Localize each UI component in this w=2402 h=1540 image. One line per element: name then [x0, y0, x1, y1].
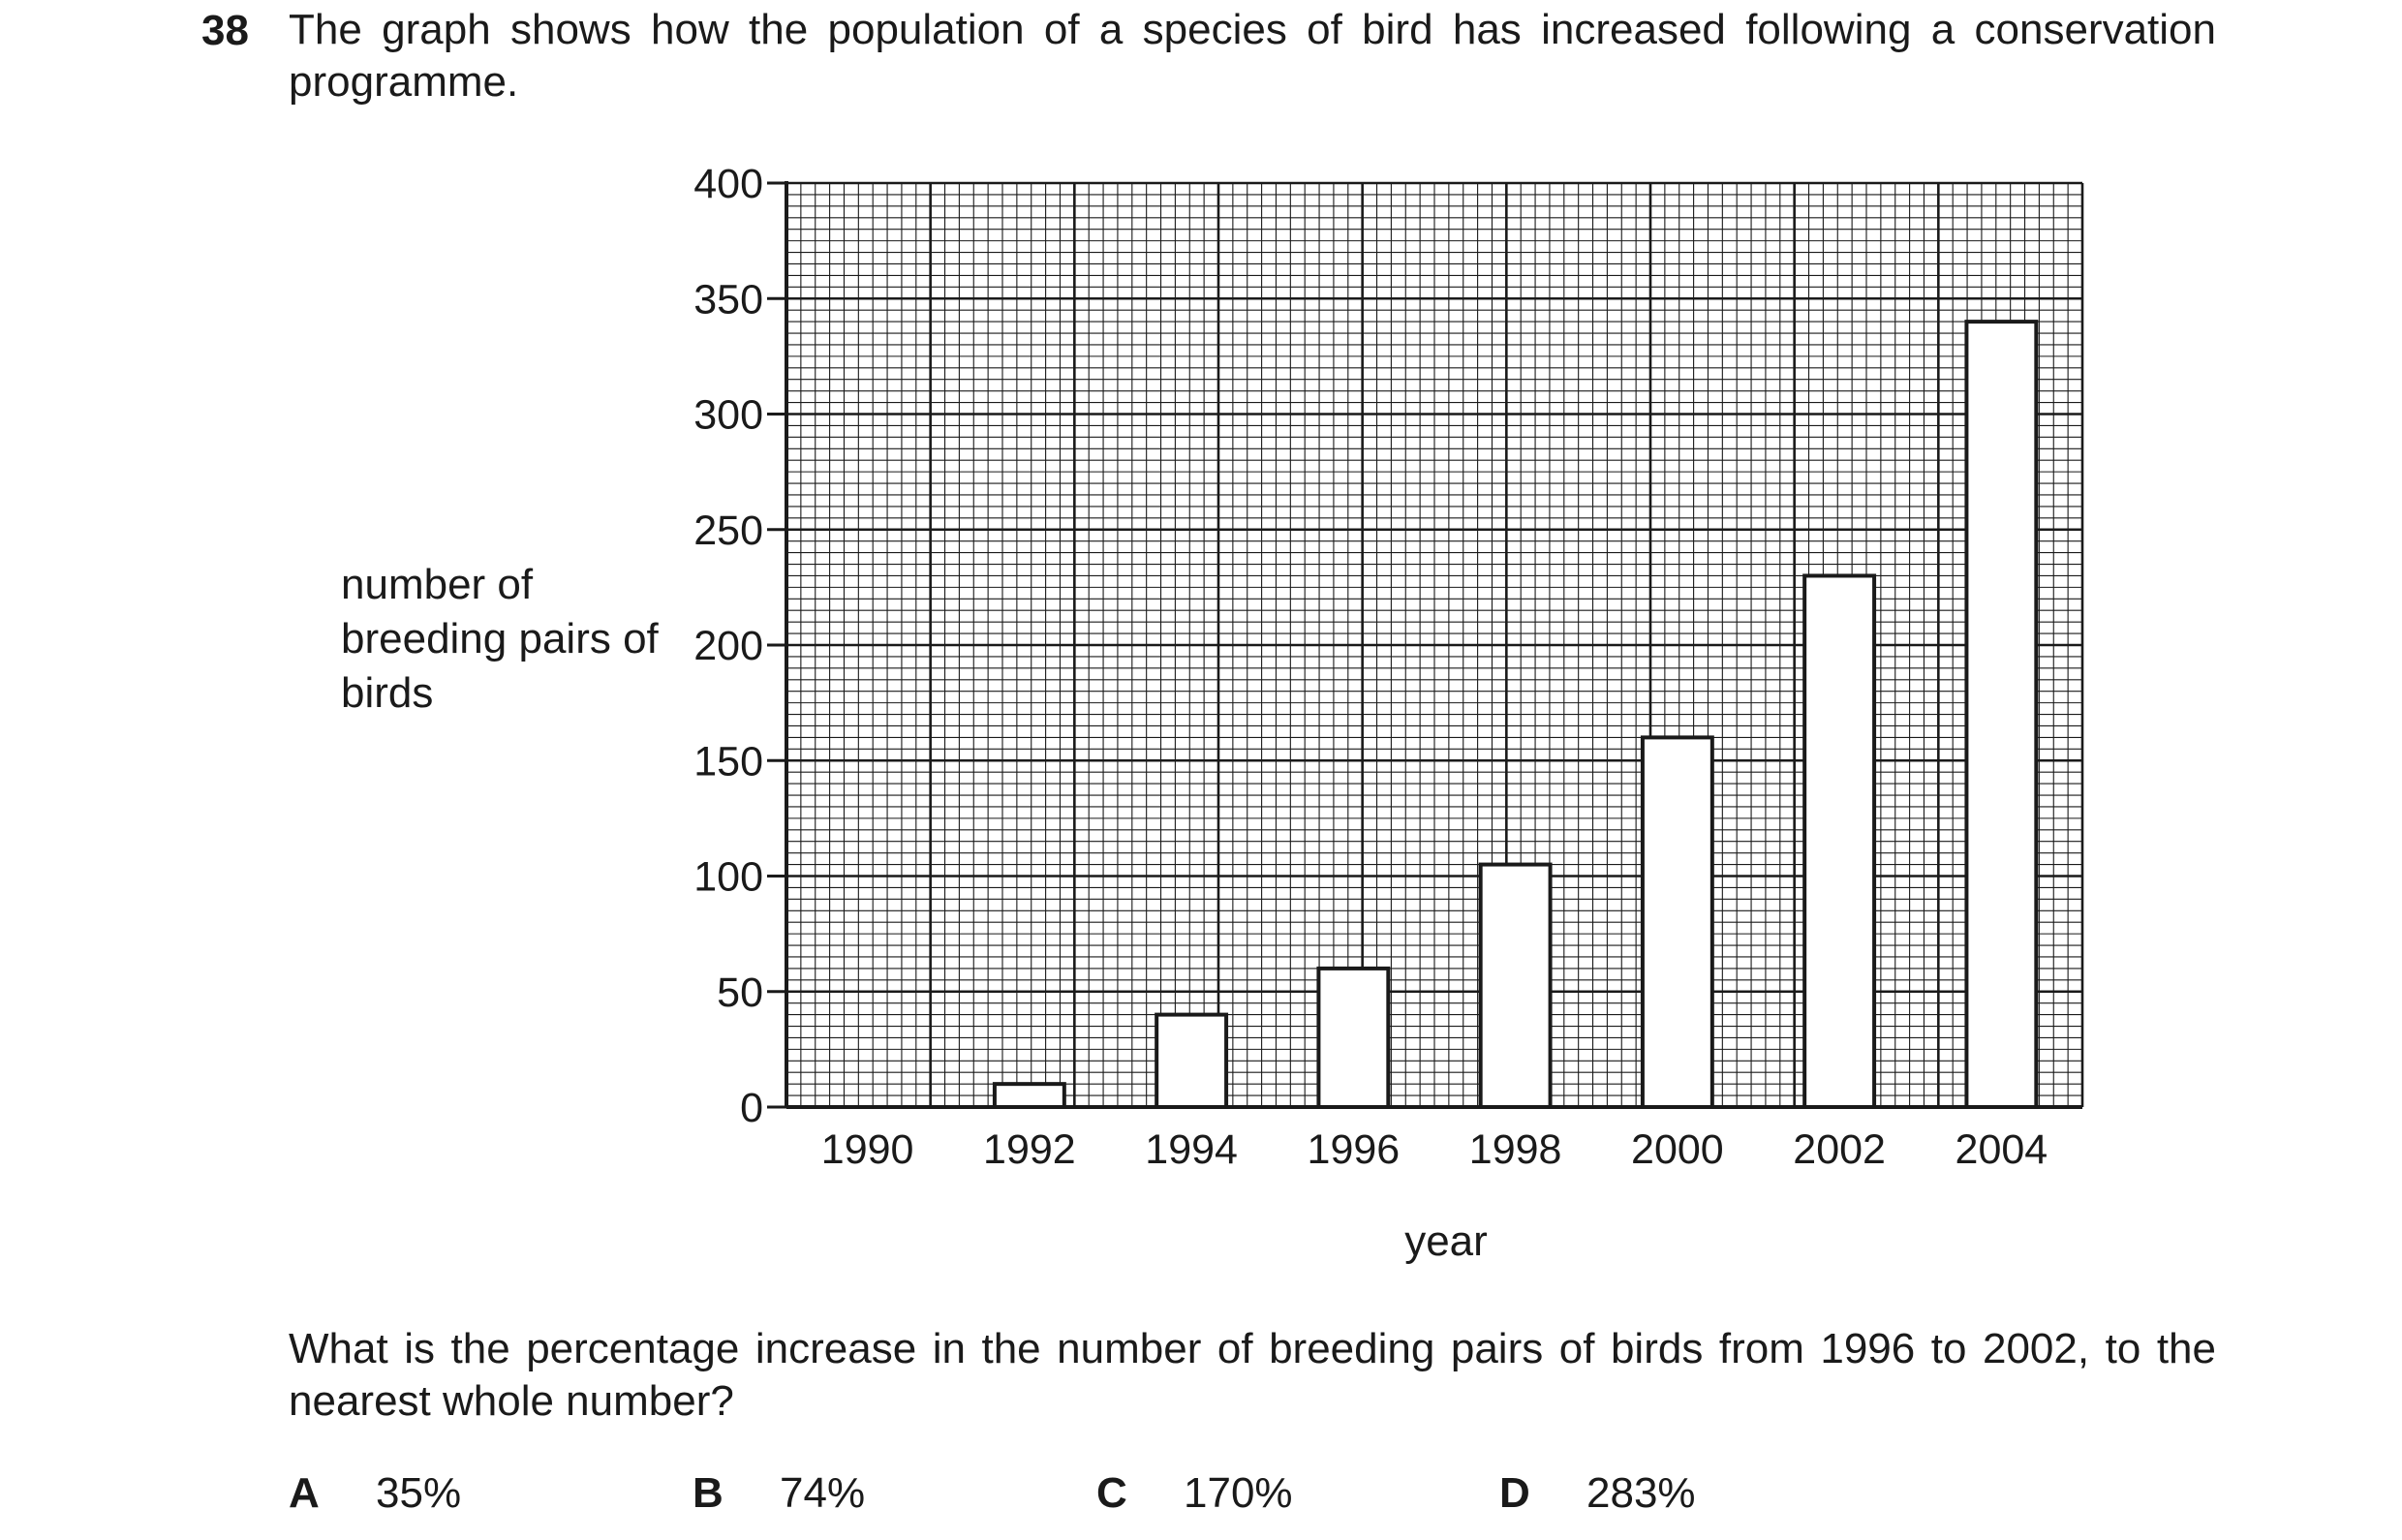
x-tick-label: 2004 [1955, 1126, 2048, 1173]
chart-axes [767, 181, 2082, 1109]
option-letter: D [1499, 1469, 1530, 1517]
y-tick-label: 200 [693, 623, 763, 669]
bar-1998 [1478, 862, 1553, 1110]
y-tick-label: 250 [693, 508, 763, 554]
bar-chart: 1990 1992 1994 1996 1998 2000 2002 2004 0 50 100 15… [693, 161, 2084, 1265]
question-number: 38 [201, 7, 249, 54]
option-a[interactable]: A 35% [289, 1466, 461, 1521]
y-tick-label: 150 [693, 738, 763, 785]
x-tick-label: 1994 [1145, 1126, 1238, 1173]
option-b[interactable]: B 74% [693, 1466, 865, 1521]
option-text: 35% [376, 1469, 462, 1517]
y-axis-label: number of breeding pairs of birds [341, 561, 659, 717]
bar-2000 [1640, 735, 1714, 1110]
y-tick-label: 100 [693, 854, 763, 901]
x-tick-label: 1990 [821, 1126, 914, 1173]
x-tick-label: 1998 [1469, 1126, 1562, 1173]
bar-1996 [1316, 966, 1391, 1110]
y-tick-label: 300 [693, 392, 763, 439]
y-tick-label: 50 [717, 970, 763, 1016]
option-text: 283% [1586, 1469, 1696, 1517]
chart-labels: 1990 1992 1994 1996 1998 2000 2002 2004 0 50 100 15… [693, 161, 2048, 1265]
bar-1994 [1155, 1012, 1229, 1109]
option-letter: B [693, 1469, 724, 1517]
y-tick-label: 0 [740, 1085, 763, 1131]
y-tick-label: 400 [693, 161, 763, 207]
option-text: 74% [780, 1469, 866, 1517]
x-axis-label: year [1404, 1217, 1488, 1265]
chart-grid [785, 181, 2084, 1109]
option-c[interactable]: C 170% [1096, 1466, 1293, 1521]
chart-bars [992, 320, 2039, 1110]
x-tick-label: 2002 [1793, 1126, 1886, 1173]
option-letter: A [289, 1469, 320, 1517]
x-tick-label: 2000 [1631, 1126, 1724, 1173]
x-tick-label: 1992 [983, 1126, 1076, 1173]
question-stem: The graph shows how the population of a … [289, 6, 2216, 106]
y-tick-label: 350 [693, 276, 763, 323]
option-d[interactable]: D 283% [1499, 1466, 1696, 1521]
bar-2002 [1802, 573, 1877, 1109]
bar-1992 [992, 1082, 1066, 1110]
option-letter: C [1096, 1469, 1127, 1517]
question-prompt: What is the percentage increase in the n… [289, 1325, 2216, 1425]
bar-2004 [1964, 320, 2039, 1110]
option-text: 170% [1184, 1469, 1293, 1517]
x-tick-label: 1996 [1308, 1126, 1401, 1173]
